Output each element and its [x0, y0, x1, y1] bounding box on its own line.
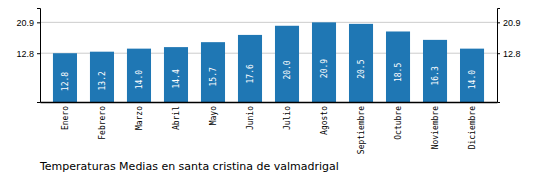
- tick-label: Diciembre: [468, 106, 477, 150]
- data-label: 14.0: [135, 70, 144, 89]
- data-labels: 12.8 13.2 14.0 14.4 15.7 17.6 20.0 20.9 20.5 18.5…: [61, 59, 477, 91]
- data-label: 12.8: [61, 72, 70, 91]
- bar: [423, 40, 447, 102]
- data-label: 14.4: [172, 69, 181, 88]
- tick: Enero: [61, 106, 70, 130]
- bar: [127, 49, 151, 102]
- tick: Mayo: [209, 106, 218, 125]
- tick-label: 20.9: [503, 18, 521, 28]
- axis-line: [37, 9, 41, 103]
- bar: [349, 24, 373, 102]
- data-label: 13.2: [98, 71, 107, 90]
- chart: 12.8 13.2 14.0 14.4 15.7 17.6 20.0 20.9 20.5 18.5…: [0, 0, 537, 174]
- tick-mark: [37, 53, 40, 54]
- tick: Noviembre: [431, 106, 440, 150]
- y-axis: 12.8 20.9: [16, 9, 40, 103]
- plot: 12.8 13.2 14.0 14.4 15.7 17.6 20.0 20.9 20.5 18.5…: [16, 9, 520, 155]
- tick-label: Enero: [61, 106, 70, 130]
- tick: Junio: [246, 106, 255, 130]
- title: Temperaturas Medias en santa cristina de…: [39, 160, 339, 173]
- data-label: 20.9: [320, 59, 329, 78]
- data-label: 20.0: [283, 60, 292, 79]
- tick-label: Mayo: [209, 106, 218, 125]
- tick: Febrero: [98, 106, 107, 140]
- tick: Septiembre: [357, 106, 366, 154]
- tick-label: Septiembre: [357, 106, 366, 154]
- data-label: 16.3: [431, 66, 440, 85]
- tick-mark: [497, 22, 500, 23]
- tick: Agosto: [320, 106, 329, 135]
- tick-mark: [497, 53, 500, 54]
- tick-label: Noviembre: [431, 106, 440, 150]
- bar: [275, 26, 299, 102]
- tick-label: Agosto: [320, 106, 329, 135]
- bars: [53, 22, 484, 102]
- bar: [164, 47, 188, 102]
- bar: [90, 52, 114, 102]
- tick: Julio: [283, 106, 292, 130]
- tick: 12.8: [497, 49, 521, 59]
- tick: Octubre: [394, 106, 403, 140]
- data-label: 15.7: [209, 67, 218, 86]
- tick: 20.9: [497, 18, 521, 28]
- bar: [238, 35, 262, 102]
- axis-line: [41, 102, 498, 104]
- tick: 12.8: [16, 49, 40, 59]
- bar: [312, 22, 336, 102]
- tick-label: Junio: [246, 106, 255, 130]
- tick-label: 12.8: [16, 49, 34, 59]
- data-label: 20.5: [357, 59, 366, 78]
- tick-label: 20.9: [16, 18, 34, 28]
- tick-label: Octubre: [394, 106, 403, 140]
- data-label: 14.0: [468, 70, 477, 89]
- tick-label: Abril: [172, 106, 181, 130]
- bar: [386, 31, 410, 102]
- tick: Abril: [172, 106, 181, 130]
- tick-mark: [37, 22, 40, 23]
- tick: 20.9: [16, 18, 40, 28]
- data-label: 18.5: [394, 63, 403, 82]
- tick: Diciembre: [468, 106, 477, 150]
- bar: [201, 42, 225, 102]
- bar: [460, 49, 484, 102]
- data-label: 17.6: [246, 64, 255, 83]
- bar: [53, 53, 77, 102]
- x-axis: Enero Febrero Marzo Abril Mayo Junio Julio Agos…: [41, 103, 498, 155]
- grid-line: [40, 22, 497, 23]
- tick-label: Marzo: [135, 106, 144, 130]
- y2-axis: 12.8 20.9: [497, 9, 521, 103]
- axis-line: [498, 9, 501, 103]
- tick-label: 12.8: [503, 49, 521, 59]
- tick-label: Febrero: [98, 106, 107, 140]
- tick-label: Julio: [283, 106, 292, 130]
- tick: Marzo: [135, 106, 144, 130]
